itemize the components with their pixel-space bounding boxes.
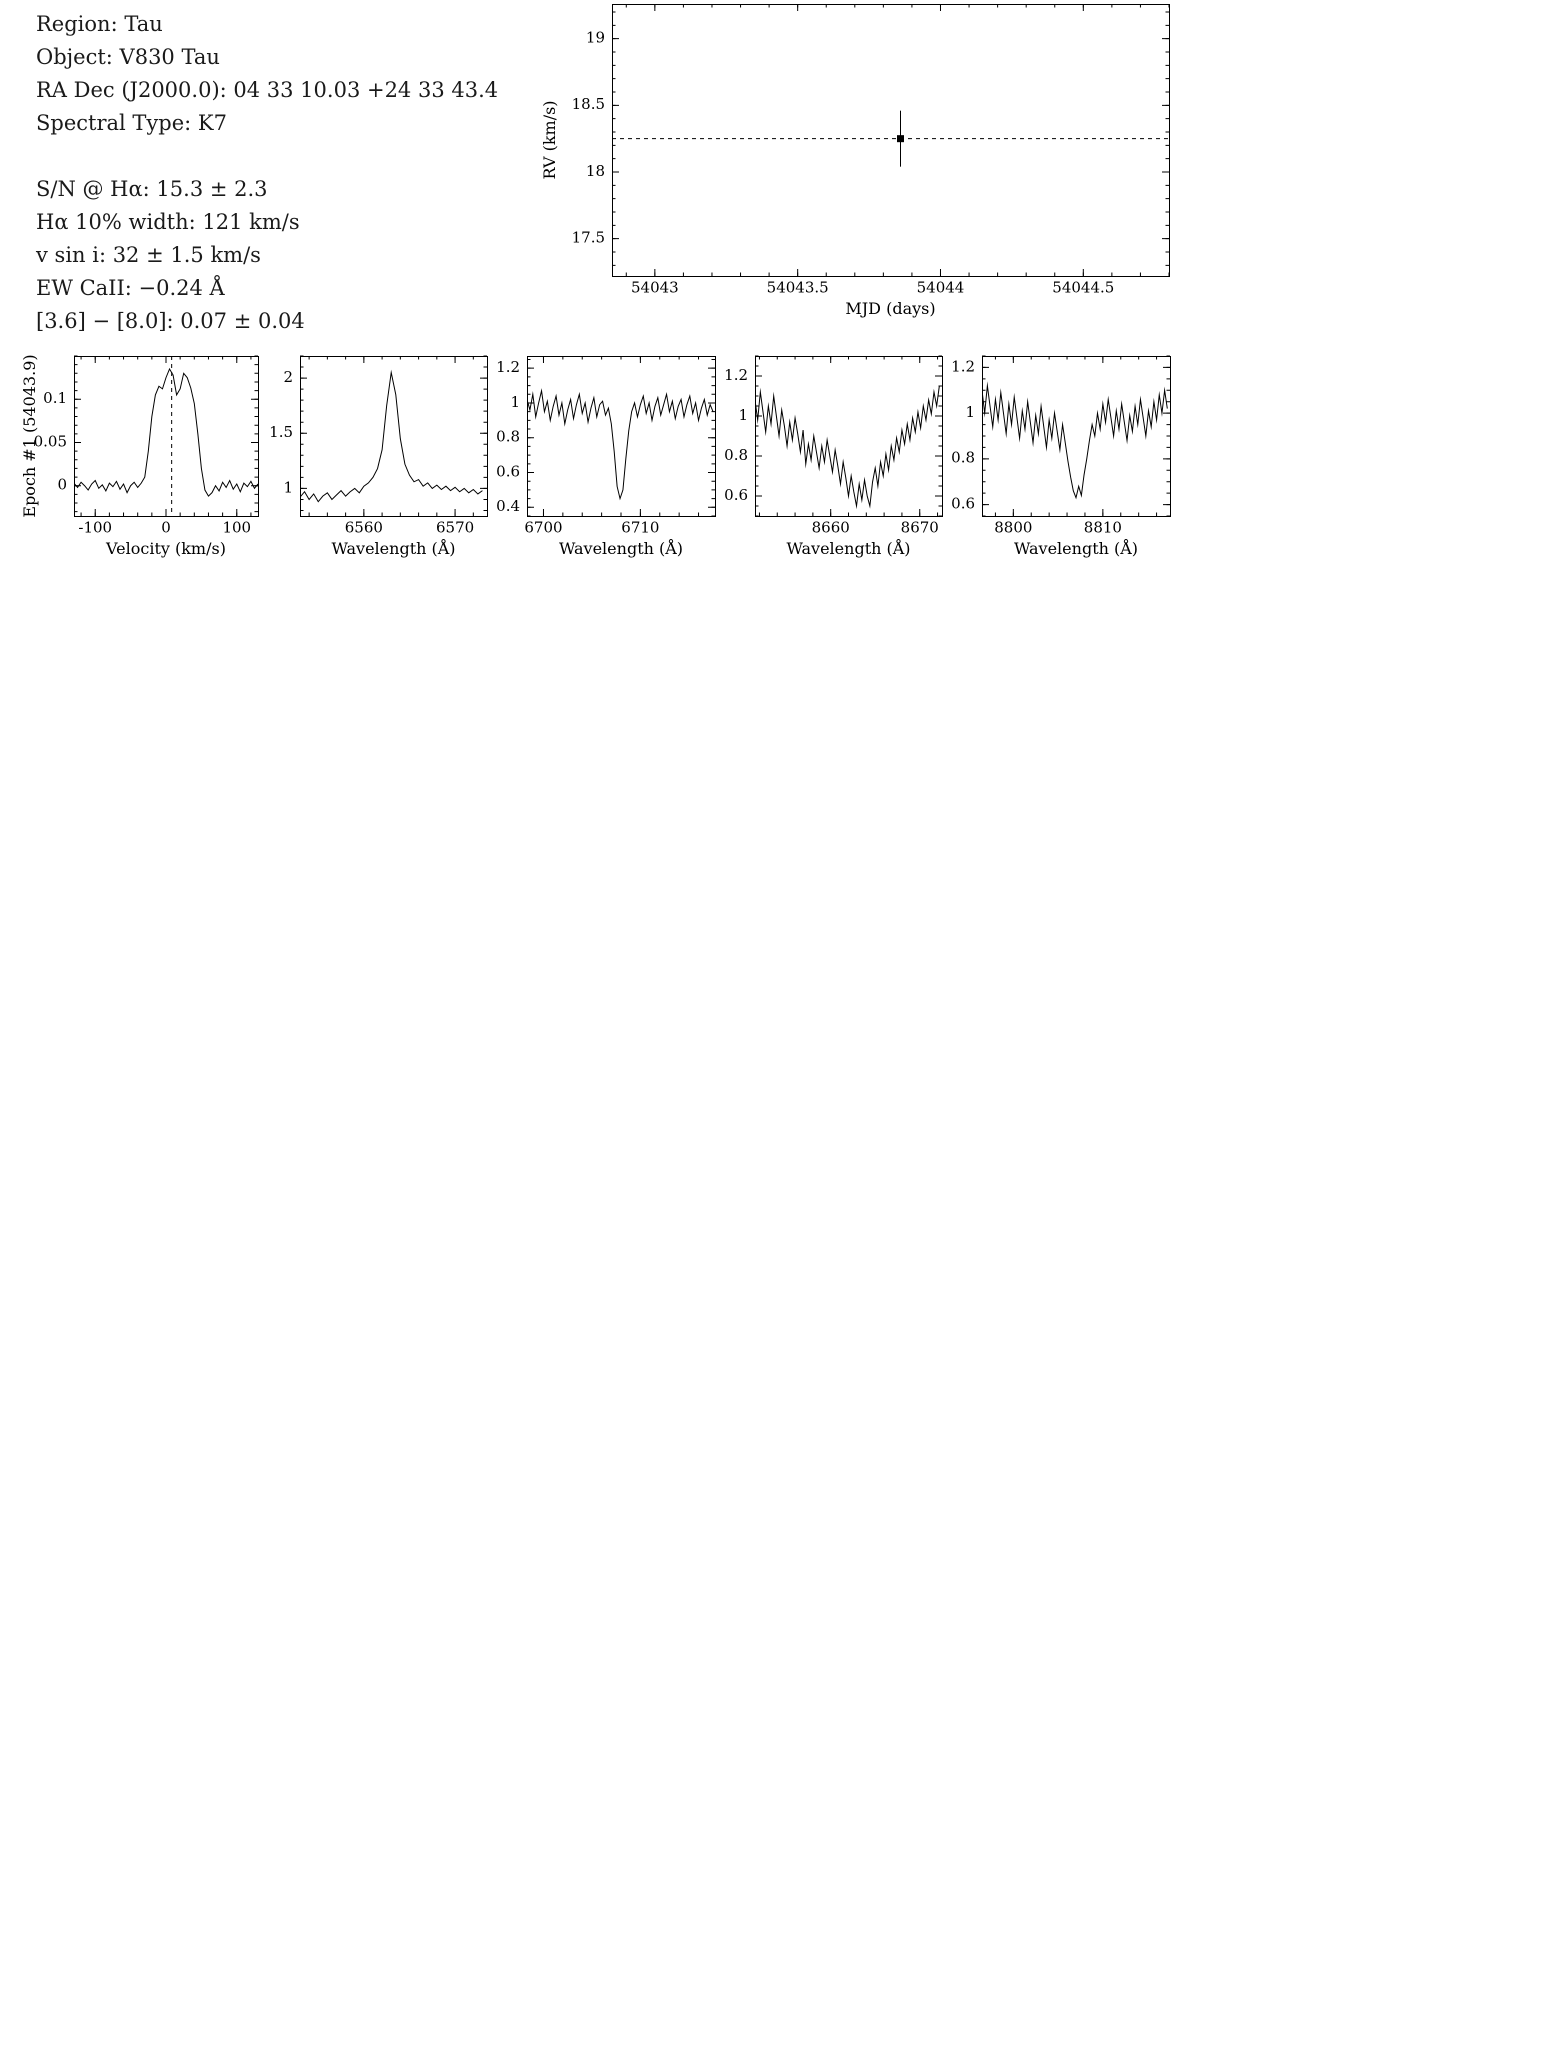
line-profile-plot-canvas xyxy=(20,352,264,564)
object-info-block: Region: Tau Object: V830 Tau RA Dec (J20… xyxy=(36,8,556,338)
halpha-plot-canvas xyxy=(262,352,493,564)
li6708-plot-canvas xyxy=(489,352,721,564)
halpha-plot xyxy=(262,352,493,564)
info-line-sn-halpha: S/N @ Hα: 15.3 ± 2.3 xyxy=(36,177,268,201)
info-line-ew-caii: EW CaII: −0.24 Å xyxy=(36,276,225,300)
rv-plot-canvas xyxy=(540,0,1175,322)
line-profile-plot xyxy=(20,352,264,564)
region8807-plot xyxy=(944,352,1176,564)
info-line-region: Region: Tau xyxy=(36,12,163,36)
info-line-halpha-width: Hα 10% width: 121 km/s xyxy=(36,210,300,234)
info-line-ra-dec: RA Dec (J2000.0): 04 33 10.03 +24 33 43.… xyxy=(36,78,499,102)
info-line-vsini: v sin i: 32 ± 1.5 km/s xyxy=(36,243,261,267)
info-line-object: Object: V830 Tau xyxy=(36,45,220,69)
li6708-plot xyxy=(489,352,721,564)
caii8662-plot-canvas xyxy=(717,352,948,564)
region8807-plot-canvas xyxy=(944,352,1176,564)
caii8662-plot xyxy=(717,352,948,564)
info-line-spectral-type: Spectral Type: K7 xyxy=(36,111,227,135)
rv-plot xyxy=(540,0,1175,322)
info-line-irac-color: [3.6] − [8.0]: 0.07 ± 0.04 xyxy=(36,309,305,333)
